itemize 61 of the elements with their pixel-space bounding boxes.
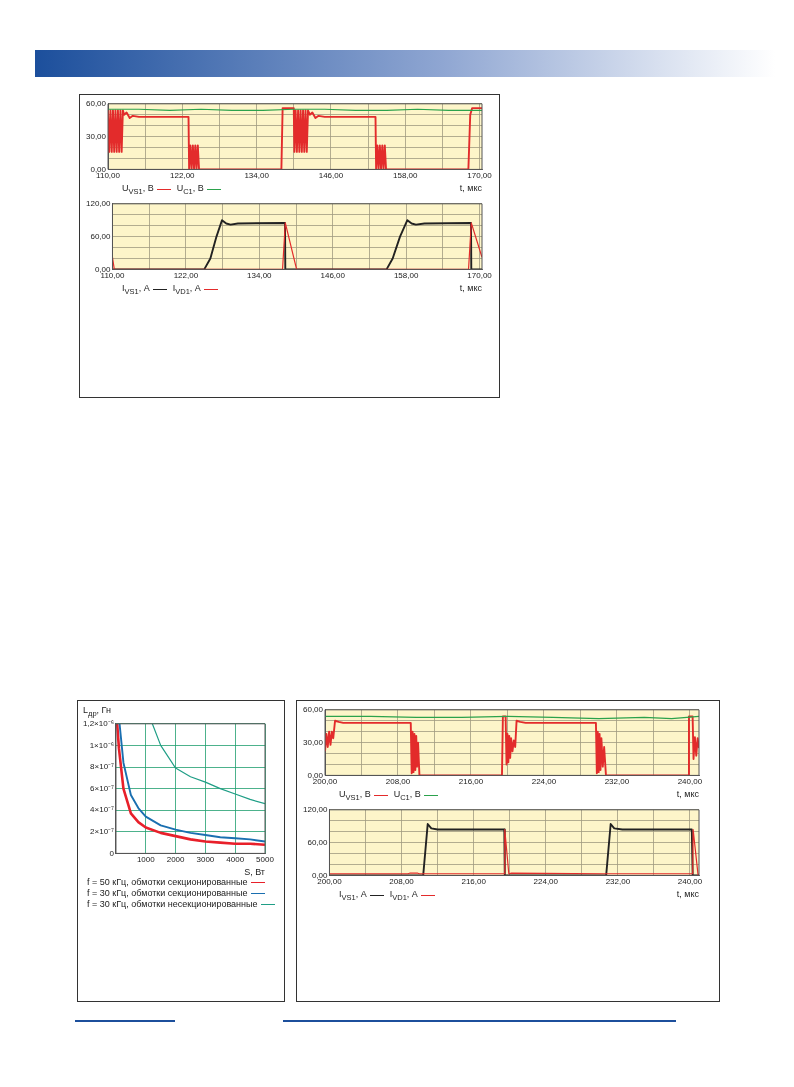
x-tick-label: 224,00 (531, 777, 557, 787)
x-tick-label: 158,00 (393, 271, 419, 281)
y-tick-label: 30,00 (85, 131, 107, 141)
x-tick-label: 2000 (166, 855, 186, 865)
y-tick-label: 6×10⁻⁷ (90, 783, 115, 793)
y-tick-label: 120,00 (86, 199, 112, 208)
x-axis-title: t, мкс (676, 789, 699, 799)
legend-label: I$_{VD1}$, А (389, 889, 418, 902)
y-tick-label: 8×10⁻⁷ (90, 762, 115, 772)
y-tick-label: 2×10⁻⁷ (90, 827, 115, 836)
y-tick-label: 0,00 (90, 164, 107, 174)
x-tick-label: 232,00 (604, 777, 630, 787)
x-tick-label: 240,00 (677, 877, 703, 887)
x-tick-label: 122,00 (173, 271, 199, 281)
y-tick-label: 30,00 (302, 737, 324, 747)
x-tick-label: 232,00 (605, 877, 631, 887)
y-tick-label: 60,00 (90, 231, 112, 241)
legend-label: I$_{VS1}$, А (122, 283, 150, 296)
y-tick-label: 0,00 (307, 770, 324, 780)
y-tick-label: 60,00 (307, 837, 329, 847)
y-tick-label: 120,00 (303, 805, 329, 814)
x-tick-label: 170,00 (467, 171, 493, 181)
x-tick-label: 4000 (226, 855, 245, 865)
x-tick-label: 122,00 (170, 171, 196, 181)
legend-label: U$_{VS1}$, В (122, 183, 154, 196)
x-tick-label: 158,00 (392, 171, 419, 181)
y-tick-label: 0,00 (94, 264, 112, 274)
x-tick-label: 208,00 (389, 877, 415, 887)
x-axis-title: t, мкс (459, 283, 482, 293)
x-tick-label: 146,00 (318, 171, 344, 181)
y-tick-label: 1×10⁻⁶ (89, 740, 114, 750)
y-axis-title: L$_{др}$, Гн (82, 704, 112, 718)
x-tick-label: 3000 (196, 855, 215, 865)
x-tick-label: 216,00 (458, 777, 484, 787)
x-tick-label: 208,00 (385, 777, 411, 787)
x-axis-title: t, мкс (676, 889, 699, 899)
x-tick-label: 170,00 (467, 271, 493, 281)
x-tick-label: 216,00 (461, 877, 487, 887)
x-tick-label: 1000 (136, 855, 156, 865)
x-tick-label: 5000 (256, 855, 275, 865)
legend-label: U$_{C1}$, В (393, 789, 421, 802)
x-tick-label: 224,00 (533, 877, 559, 887)
y-tick-label: 60,00 (85, 99, 107, 108)
y-tick-label: 0,00 (311, 870, 329, 880)
legend-label: I$_{VS1}$, А (339, 889, 367, 902)
legend-label: U$_{C1}$, В (176, 183, 204, 196)
x-tick-label: 134,00 (247, 271, 273, 281)
y-tick-label: 4×10⁻⁷ (90, 805, 115, 815)
x-axis-title: S, Вт (244, 867, 265, 877)
x-tick-label: 134,00 (244, 171, 270, 181)
legend-label: U$_{VS1}$, В (339, 789, 371, 802)
x-tick-label: 146,00 (320, 271, 346, 281)
y-tick-label: 60,00 (302, 705, 324, 714)
legend-label: I$_{VD1}$, А (172, 283, 201, 296)
y-tick-label: 0 (109, 848, 115, 858)
y-tick-label: 1,2×10⁻⁶ (83, 719, 114, 728)
legend-label: f = 50 кГц, обмотки секционированные (87, 877, 248, 887)
legend-label: f = 30 кГц, обмотки секционированные (87, 888, 248, 898)
x-axis-title: t, мкс (459, 183, 482, 193)
legend-label: f = 30 кГц, обмотки несекционированные (87, 899, 258, 909)
x-tick-label: 240,00 (677, 777, 703, 787)
